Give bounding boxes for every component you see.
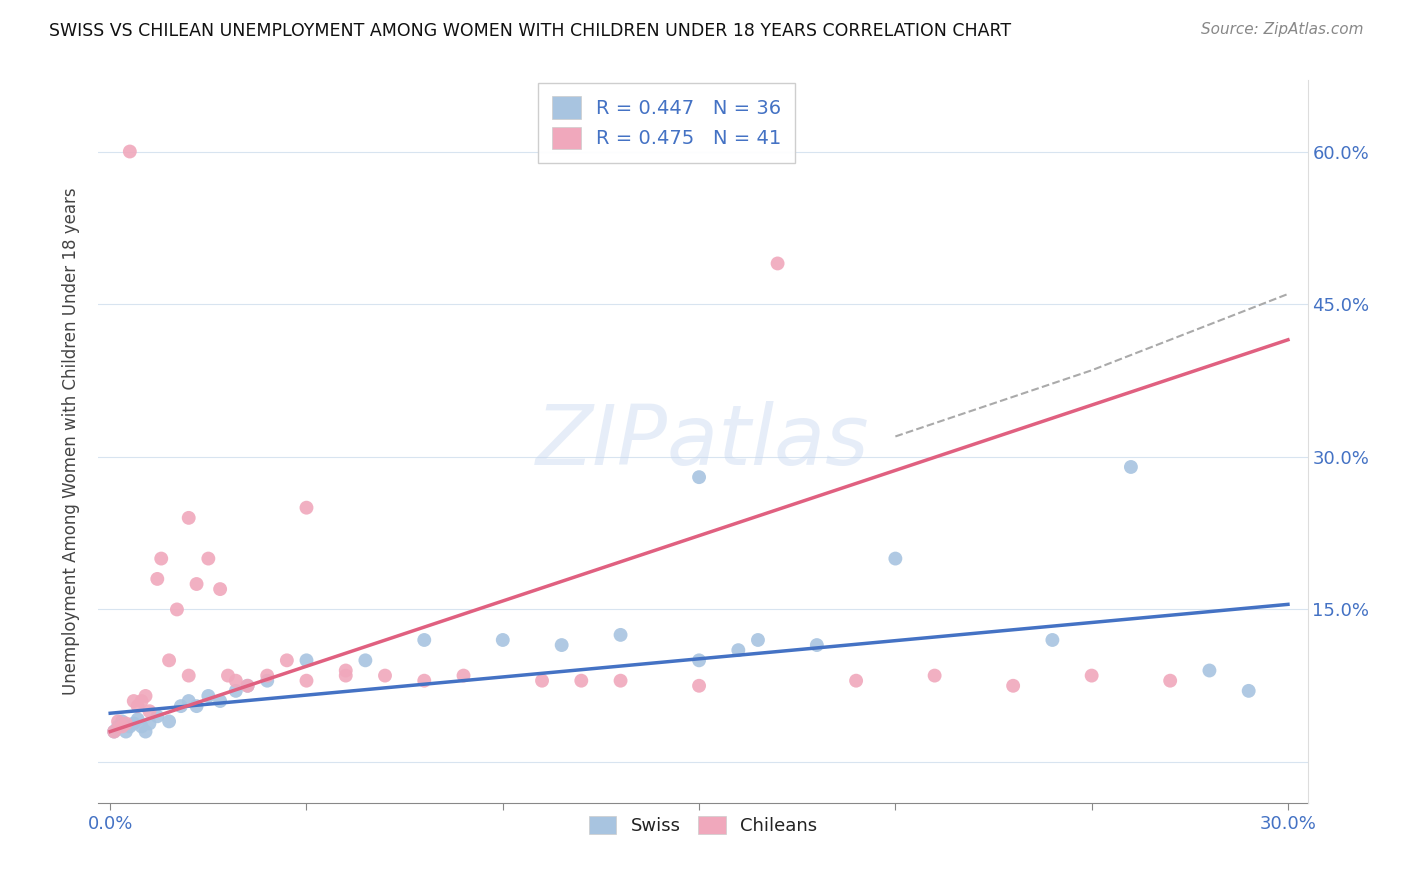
Point	[111, 719, 134, 733]
Legend: Swiss, Chileans: Swiss, Chileans	[579, 807, 827, 845]
Point	[335, 668, 357, 682]
Point	[727, 643, 749, 657]
Point	[295, 673, 318, 688]
Point	[374, 668, 396, 682]
Point	[413, 632, 436, 647]
Point	[1080, 668, 1102, 682]
Point	[1119, 460, 1142, 475]
Y-axis label: Unemployment Among Women with Children Under 18 years: Unemployment Among Women with Children U…	[62, 187, 80, 696]
Point	[256, 673, 278, 688]
Point	[924, 668, 946, 682]
Point	[177, 668, 200, 682]
Point	[236, 679, 259, 693]
Point	[531, 673, 554, 688]
Point	[107, 714, 129, 729]
Point	[157, 653, 180, 667]
Point	[295, 653, 318, 667]
Point	[111, 714, 134, 729]
Point	[177, 694, 200, 708]
Point	[103, 724, 125, 739]
Point	[492, 632, 515, 647]
Point	[127, 712, 149, 726]
Point	[217, 668, 239, 682]
Point	[609, 628, 631, 642]
Point	[747, 632, 769, 647]
Point	[170, 699, 193, 714]
Text: Source: ZipAtlas.com: Source: ZipAtlas.com	[1201, 22, 1364, 37]
Point	[1002, 679, 1025, 693]
Point	[609, 673, 631, 688]
Point	[146, 709, 169, 723]
Point	[569, 673, 592, 688]
Point	[1237, 684, 1260, 698]
Point	[806, 638, 828, 652]
Point	[135, 689, 157, 703]
Point	[157, 714, 180, 729]
Point	[138, 716, 160, 731]
Point	[131, 694, 153, 708]
Point	[1159, 673, 1181, 688]
Point	[197, 551, 219, 566]
Point	[118, 719, 141, 733]
Point	[225, 673, 247, 688]
Point	[186, 577, 208, 591]
Point	[127, 699, 149, 714]
Point	[118, 145, 141, 159]
Point	[177, 511, 200, 525]
Point	[688, 653, 710, 667]
Point	[186, 699, 208, 714]
Point	[209, 694, 232, 708]
Point	[766, 256, 789, 270]
Point	[115, 716, 138, 731]
Point	[103, 724, 125, 739]
Text: SWISS VS CHILEAN UNEMPLOYMENT AMONG WOMEN WITH CHILDREN UNDER 18 YEARS CORRELATI: SWISS VS CHILEAN UNEMPLOYMENT AMONG WOME…	[49, 22, 1011, 40]
Point	[276, 653, 298, 667]
Point	[166, 602, 188, 616]
Point	[453, 668, 475, 682]
Point	[197, 689, 219, 703]
Point	[115, 724, 138, 739]
Point	[107, 719, 129, 733]
Point	[135, 724, 157, 739]
Point	[225, 684, 247, 698]
Point	[295, 500, 318, 515]
Point	[354, 653, 377, 667]
Point	[146, 572, 169, 586]
Point	[550, 638, 572, 652]
Point	[413, 673, 436, 688]
Point	[688, 679, 710, 693]
Point	[688, 470, 710, 484]
Point	[335, 664, 357, 678]
Point	[845, 673, 868, 688]
Point	[131, 719, 153, 733]
Point	[884, 551, 907, 566]
Point	[1042, 632, 1064, 647]
Point	[209, 582, 232, 596]
Point	[138, 704, 160, 718]
Point	[256, 668, 278, 682]
Point	[122, 716, 145, 731]
Text: ZIPatlas: ZIPatlas	[536, 401, 870, 482]
Point	[150, 551, 173, 566]
Point	[236, 679, 259, 693]
Point	[1198, 664, 1220, 678]
Point	[122, 694, 145, 708]
